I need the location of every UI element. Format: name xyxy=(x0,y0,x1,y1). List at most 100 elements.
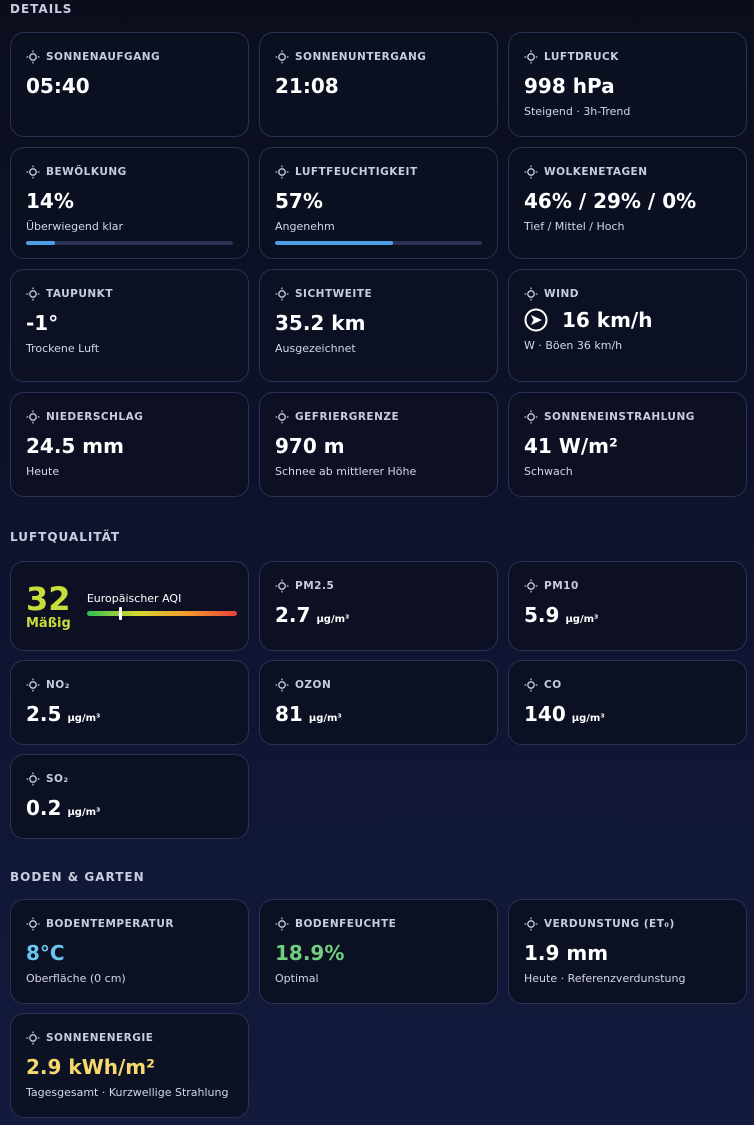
card-subtitle: Schwach xyxy=(524,465,573,478)
card-value: 24.5 mm xyxy=(26,434,124,458)
card-header: SICHTWEITE xyxy=(275,286,482,302)
card: NIEDERSCHLAG 24.5 mm Heute xyxy=(10,392,249,497)
card-value: 2.5 xyxy=(26,702,62,726)
card-subtitle: W · Böen 36 km/h xyxy=(524,339,623,352)
card-subtitle: Heute · Referenzverdunstung xyxy=(524,972,686,985)
card-label: SICHTWEITE xyxy=(295,288,373,300)
card-subtitle: Angenehm xyxy=(275,220,335,233)
card: SONNENAUFGANG 05:40 xyxy=(10,32,249,137)
progress-fill xyxy=(26,241,55,245)
card-value-row: 41 W/m² xyxy=(524,434,731,458)
card-label: WIND xyxy=(544,288,579,300)
card-label: PM2.5 xyxy=(295,580,335,592)
section-title: BODEN & GARTEN xyxy=(10,870,145,884)
card-value-row: 140 µg/m³ xyxy=(524,702,731,726)
card-value-row: 46% / 29% / 0% xyxy=(524,189,731,213)
card-label: SONNENUNTERGANG xyxy=(295,51,427,63)
card: BODENFEUCHTE 18.9% Optimal xyxy=(259,899,498,1004)
card-value: 2.9 kWh/m² xyxy=(26,1055,155,1079)
card-value: 14% xyxy=(26,189,74,213)
card-header: NO₂ xyxy=(26,677,233,693)
aqi-gauge xyxy=(86,607,237,620)
card-value-row: 81 µg/m³ xyxy=(275,702,482,726)
section-title: DETAILS xyxy=(10,2,73,16)
card-label: SO₂ xyxy=(46,773,69,785)
card-header: SONNENEINSTRAHLUNG xyxy=(524,409,731,425)
icon xyxy=(524,410,538,424)
wind-direction-icon xyxy=(524,308,548,332)
card-value-row: 5.9 µg/m³ xyxy=(524,603,731,627)
card-value: 81 xyxy=(275,702,303,726)
card-header: SO₂ xyxy=(26,771,233,787)
card: SICHTWEITE 35.2 km Ausgezeichnet xyxy=(259,269,498,382)
card-header: WIND xyxy=(524,286,731,302)
card-subtitle: Steigend · 3h-Trend xyxy=(524,105,631,118)
card: WIND 16 km/h W · Böen 36 km/h xyxy=(508,269,747,382)
card-value: 0.2 xyxy=(26,796,62,820)
card: SONNENUNTERGANG 21:08 xyxy=(259,32,498,137)
card-value: 57% xyxy=(275,189,323,213)
card-value-row: 24.5 mm xyxy=(26,434,233,458)
icon xyxy=(26,165,40,179)
card-header: LUFTFEUCHTIGKEIT xyxy=(275,164,482,180)
card-label: BODENFEUCHTE xyxy=(295,918,397,930)
card-value-row: 18.9% xyxy=(275,941,482,965)
icon xyxy=(275,165,289,179)
card-value-row: 16 km/h xyxy=(524,308,731,332)
card-header: OZON xyxy=(275,677,482,693)
card-value-row: 57% xyxy=(275,189,482,213)
card-value-row: 1.9 mm xyxy=(524,941,731,965)
aqi-label: Europäischer AQI xyxy=(86,592,182,605)
card: LUFTFEUCHTIGKEIT 57% Angenehm xyxy=(259,147,498,259)
card-subtitle: Überwiegend klar xyxy=(26,220,124,233)
icon xyxy=(275,50,289,64)
card-subtitle: Tagesgesamt · Kurzwellige Strahlung xyxy=(26,1086,229,1099)
card: PM10 5.9 µg/m³ xyxy=(508,561,747,651)
progress-fill xyxy=(275,241,393,245)
icon xyxy=(26,917,40,931)
card-value-row: 0.2 µg/m³ xyxy=(26,796,233,820)
card-label: GEFRIERGRENZE xyxy=(295,411,400,423)
card-header: BODENFEUCHTE xyxy=(275,916,482,932)
card-header: PM2.5 xyxy=(275,578,482,594)
card: TAUPUNKT -1° Trockene Luft xyxy=(10,269,249,382)
icon xyxy=(524,287,538,301)
card-subtitle: Trockene Luft xyxy=(26,342,100,355)
card-subtitle: Heute xyxy=(26,465,60,478)
card-label: CO xyxy=(544,679,562,691)
card-label: BEWÖLKUNG xyxy=(46,166,127,178)
card: VERDUNSTUNG (ET₀) 1.9 mm Heute · Referenzv… xyxy=(508,899,747,1004)
card-value-row: 970 m xyxy=(275,434,482,458)
card-subtitle: Oberfläche (0 cm) xyxy=(26,972,126,985)
aqi-value: 32 xyxy=(26,579,71,618)
card-header: PM10 xyxy=(524,578,731,594)
card-label: OZON xyxy=(295,679,332,691)
card-label: SONNENENERGIE xyxy=(46,1032,154,1044)
card-label: PM10 xyxy=(544,580,579,592)
card-value: 1.9 mm xyxy=(524,941,609,965)
card-value: 46% / 29% / 0% xyxy=(524,189,697,213)
card-label: NIEDERSCHLAG xyxy=(46,411,144,423)
icon xyxy=(26,50,40,64)
card-header: NIEDERSCHLAG xyxy=(26,409,233,425)
card-value-row: 2.5 µg/m³ xyxy=(26,702,233,726)
card-value: 970 m xyxy=(275,434,345,458)
card: NO₂ 2.5 µg/m³ xyxy=(10,660,249,745)
card-label: TAUPUNKT xyxy=(46,288,113,300)
card-header: SONNENUNTERGANG xyxy=(275,49,482,65)
icon xyxy=(524,579,538,593)
card-value-row: 05:40 xyxy=(26,74,233,98)
aqi-block: 32 Mäßig xyxy=(26,582,71,631)
card-value-row: 14% xyxy=(26,189,233,213)
card-header: BODENTEMPERATUR xyxy=(26,916,233,932)
card-value-row: 998 hPa xyxy=(524,74,731,98)
aqi-scale: Europäischer AQI xyxy=(86,592,237,620)
aqi-card: 32 Mäßig Europäischer AQI xyxy=(10,561,249,651)
icon xyxy=(26,678,40,692)
card: BEWÖLKUNG 14% Überwiegend klar xyxy=(10,147,249,259)
card-value: -1° xyxy=(26,311,59,335)
card-label: WOLKENETAGEN xyxy=(544,166,648,178)
card-unit: µg/m³ xyxy=(316,614,350,625)
card: LUFTDRUCK 998 hPa Steigend · 3h-Trend xyxy=(508,32,747,137)
